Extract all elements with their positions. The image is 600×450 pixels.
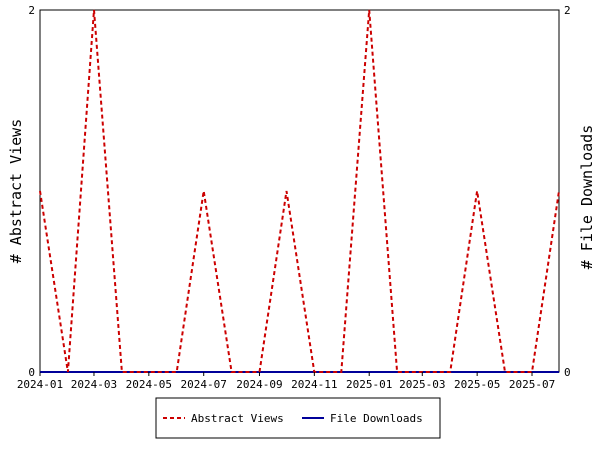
y-left-tick-min: 0	[28, 366, 35, 379]
x-tick-label: 2024-07	[181, 378, 227, 391]
x-tick-label: 2024-03	[71, 378, 117, 391]
x-tick-label: 2024-09	[236, 378, 282, 391]
y-right-tick-max: 2	[564, 4, 571, 17]
y-axis-title-left: # Abstract Views	[7, 119, 25, 264]
legend-label-abstract-views: Abstract Views	[191, 412, 284, 425]
x-tick-label: 2025-05	[454, 378, 500, 391]
legend-label-file-downloads: File Downloads	[330, 412, 423, 425]
x-axis: 2024-01 2024-03 2024-05 2024-07 2024-09 2024-…	[17, 372, 555, 391]
x-tick-label: 2024-05	[126, 378, 172, 391]
x-tick-label: 2024-11	[291, 378, 337, 391]
y-axis-title-right: # File Downloads	[578, 125, 596, 270]
y-left-tick-max: 2	[28, 4, 35, 17]
x-tick-label: 2025-03	[399, 378, 445, 391]
series-line-abstract-views	[39, 9, 560, 373]
x-tick-label: 2025-01	[346, 378, 392, 391]
legend-box	[155, 397, 441, 439]
y-right-tick-min: 0	[564, 366, 571, 379]
legend: Abstract Views File Downloads	[155, 397, 441, 439]
series-layer	[39, 9, 560, 373]
x-tick-label: 2024-01	[17, 378, 63, 391]
plot-area	[39, 9, 560, 373]
x-tick-label: 2025-07	[509, 378, 555, 391]
